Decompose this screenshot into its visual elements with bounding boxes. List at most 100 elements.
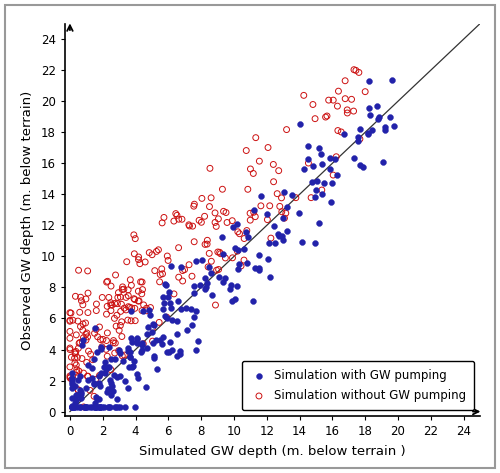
Simulation without GW pumping bbox=[216, 248, 224, 256]
Simulation with GW pumping bbox=[131, 403, 139, 411]
Simulation without GW pumping bbox=[350, 66, 358, 73]
Simulation without GW pumping bbox=[136, 260, 144, 267]
Simulation with GW pumping bbox=[298, 238, 306, 246]
Simulation with GW pumping bbox=[114, 403, 122, 411]
Simulation without GW pumping bbox=[222, 209, 230, 216]
Simulation with GW pumping bbox=[80, 336, 88, 343]
Simulation with GW pumping bbox=[218, 233, 226, 241]
Simulation with GW pumping bbox=[288, 191, 296, 199]
Simulation without GW pumping bbox=[138, 290, 146, 298]
Simulation without GW pumping bbox=[170, 290, 178, 298]
Simulation with GW pumping bbox=[92, 393, 100, 401]
Simulation without GW pumping bbox=[66, 309, 74, 316]
Simulation with GW pumping bbox=[154, 365, 162, 373]
Simulation without GW pumping bbox=[75, 367, 83, 375]
Simulation without GW pumping bbox=[334, 88, 342, 95]
Simulation with GW pumping bbox=[142, 383, 150, 391]
Simulation without GW pumping bbox=[158, 270, 166, 278]
Simulation with GW pumping bbox=[270, 222, 278, 230]
Simulation without GW pumping bbox=[105, 294, 113, 301]
Simulation without GW pumping bbox=[102, 310, 110, 318]
Simulation with GW pumping bbox=[96, 382, 104, 390]
Simulation without GW pumping bbox=[264, 144, 272, 151]
Simulation with GW pumping bbox=[92, 348, 100, 356]
Simulation without GW pumping bbox=[280, 214, 288, 222]
Simulation with GW pumping bbox=[364, 104, 372, 112]
Simulation with GW pumping bbox=[164, 348, 172, 356]
Simulation with GW pumping bbox=[68, 394, 76, 402]
Simulation with GW pumping bbox=[84, 377, 92, 384]
Simulation without GW pumping bbox=[76, 323, 84, 330]
Simulation with GW pumping bbox=[308, 178, 316, 186]
Simulation with GW pumping bbox=[76, 403, 84, 411]
Simulation with GW pumping bbox=[150, 321, 158, 329]
Simulation without GW pumping bbox=[132, 235, 140, 243]
Simulation without GW pumping bbox=[243, 227, 251, 234]
Simulation with GW pumping bbox=[138, 346, 146, 354]
Simulation with GW pumping bbox=[160, 280, 168, 288]
Simulation with GW pumping bbox=[105, 363, 113, 371]
Simulation without GW pumping bbox=[134, 256, 142, 263]
Simulation with GW pumping bbox=[104, 385, 112, 392]
Simulation with GW pumping bbox=[386, 113, 394, 121]
Simulation without GW pumping bbox=[96, 323, 104, 331]
Simulation without GW pumping bbox=[264, 216, 272, 223]
Simulation without GW pumping bbox=[236, 230, 244, 237]
Simulation without GW pumping bbox=[74, 266, 82, 274]
Simulation with GW pumping bbox=[74, 376, 82, 383]
Simulation without GW pumping bbox=[72, 292, 80, 300]
Simulation without GW pumping bbox=[71, 349, 79, 356]
Simulation with GW pumping bbox=[68, 375, 76, 382]
Simulation with GW pumping bbox=[164, 293, 172, 301]
Simulation with GW pumping bbox=[255, 251, 263, 259]
Simulation with GW pumping bbox=[114, 395, 122, 403]
Simulation without GW pumping bbox=[173, 211, 181, 219]
Simulation with GW pumping bbox=[109, 387, 117, 395]
Simulation without GW pumping bbox=[180, 266, 188, 273]
Simulation without GW pumping bbox=[250, 209, 258, 216]
Simulation without GW pumping bbox=[82, 295, 90, 303]
Simulation with GW pumping bbox=[206, 263, 214, 271]
Simulation with GW pumping bbox=[280, 189, 288, 196]
Simulation with GW pumping bbox=[166, 262, 174, 270]
Simulation without GW pumping bbox=[216, 250, 224, 257]
Simulation without GW pumping bbox=[110, 349, 118, 357]
Simulation with GW pumping bbox=[78, 388, 86, 396]
Simulation without GW pumping bbox=[66, 346, 74, 353]
Simulation without GW pumping bbox=[79, 320, 87, 328]
Simulation without GW pumping bbox=[107, 366, 115, 374]
Simulation with GW pumping bbox=[78, 341, 86, 349]
Simulation with GW pumping bbox=[244, 233, 252, 241]
Simulation with GW pumping bbox=[312, 186, 320, 193]
Simulation with GW pumping bbox=[279, 236, 287, 243]
Simulation without GW pumping bbox=[80, 334, 88, 342]
Simulation with GW pumping bbox=[314, 144, 322, 152]
Simulation with GW pumping bbox=[174, 352, 182, 360]
Simulation with GW pumping bbox=[145, 306, 153, 314]
Simulation with GW pumping bbox=[350, 155, 358, 162]
Simulation with GW pumping bbox=[300, 166, 308, 173]
Simulation without GW pumping bbox=[110, 339, 118, 347]
Simulation with GW pumping bbox=[126, 353, 134, 361]
Simulation without GW pumping bbox=[257, 202, 265, 210]
Simulation without GW pumping bbox=[73, 366, 81, 373]
Simulation without GW pumping bbox=[311, 115, 319, 123]
Simulation with GW pumping bbox=[100, 358, 108, 366]
Simulation without GW pumping bbox=[118, 333, 126, 340]
Simulation with GW pumping bbox=[146, 312, 154, 319]
Simulation without GW pumping bbox=[212, 301, 220, 309]
Simulation with GW pumping bbox=[232, 220, 240, 228]
Simulation with GW pumping bbox=[80, 403, 88, 411]
Simulation without GW pumping bbox=[112, 271, 120, 279]
Simulation with GW pumping bbox=[365, 77, 373, 84]
Simulation with GW pumping bbox=[112, 355, 120, 362]
Simulation without GW pumping bbox=[164, 257, 172, 264]
Simulation with GW pumping bbox=[68, 378, 76, 386]
Simulation with GW pumping bbox=[265, 239, 273, 246]
Simulation without GW pumping bbox=[246, 165, 254, 173]
Simulation without GW pumping bbox=[118, 300, 126, 308]
Simulation without GW pumping bbox=[178, 216, 186, 223]
Simulation without GW pumping bbox=[118, 283, 126, 291]
Simulation with GW pumping bbox=[103, 388, 111, 395]
Simulation without GW pumping bbox=[146, 249, 154, 256]
